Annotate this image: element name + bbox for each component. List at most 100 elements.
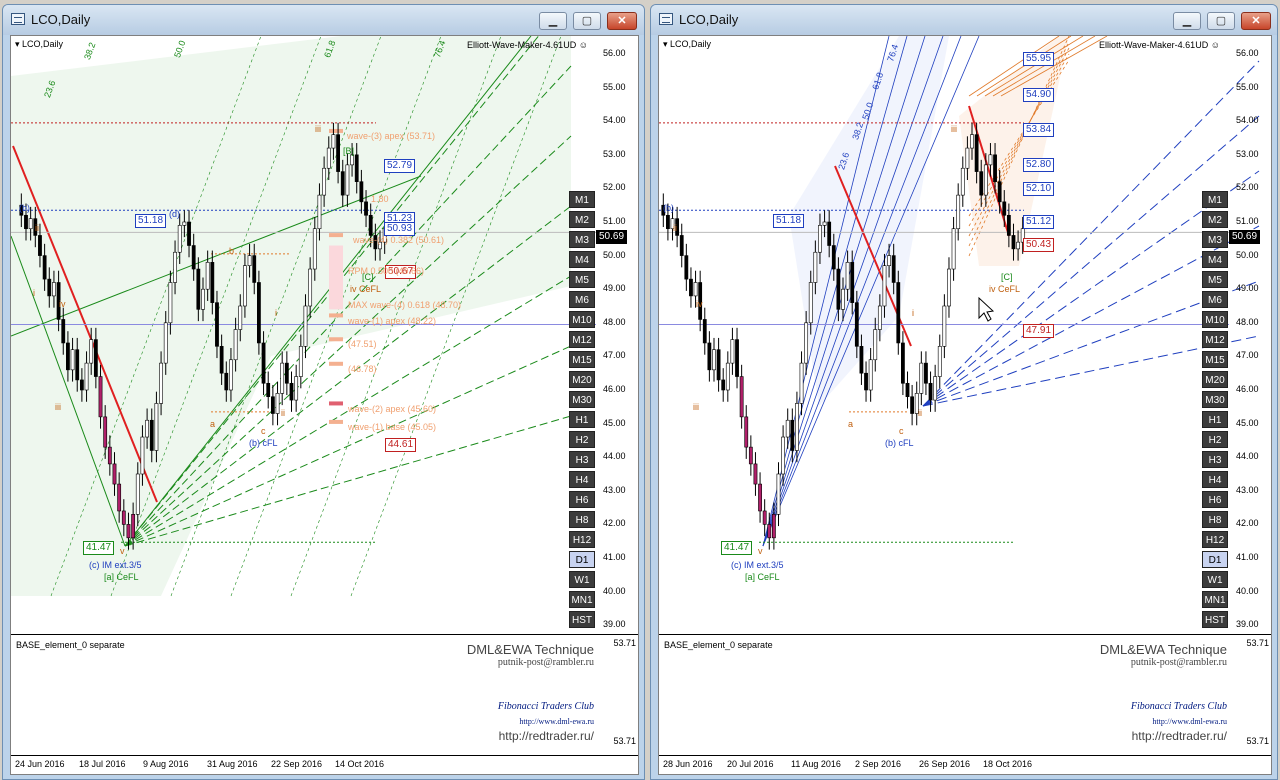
timeframe-button-m30[interactable]: M30 xyxy=(1202,391,1228,408)
timeframe-button-h1[interactable]: H1 xyxy=(1202,411,1228,428)
candle-body xyxy=(229,359,233,391)
price-chart-canvas[interactable] xyxy=(11,36,638,774)
redtrader-url-link[interactable]: http://redtrader.ru/ xyxy=(498,729,594,743)
price-scale-tick: 56.00 xyxy=(603,48,626,58)
timeframe-button-m4[interactable]: M4 xyxy=(569,251,595,268)
timeframe-button-hst[interactable]: HST xyxy=(1202,611,1228,628)
close-button[interactable]: ✕ xyxy=(1241,12,1271,30)
minimize-button[interactable]: ▁ xyxy=(539,12,567,30)
date-tick: 18 Jul 2016 xyxy=(79,759,126,769)
timeframe-button-m20[interactable]: M20 xyxy=(1202,371,1228,388)
maximize-button[interactable]: ▢ xyxy=(1207,12,1235,30)
wave-c-label: c xyxy=(899,426,904,436)
timeframe-button-h3[interactable]: H3 xyxy=(1202,451,1228,468)
timeframe-button-m2[interactable]: M2 xyxy=(1202,211,1228,228)
price-scale-tick: 56.00 xyxy=(1236,48,1259,58)
timeframe-button-mn1[interactable]: MN1 xyxy=(569,591,595,608)
timeframe-button-m20[interactable]: M20 xyxy=(569,371,595,388)
price-scale-tick: 52.00 xyxy=(1236,182,1259,193)
candle-body xyxy=(942,305,947,347)
wave-iv-label: iv xyxy=(696,299,703,309)
timeframe-button-m4[interactable]: M4 xyxy=(1202,251,1228,268)
chart-window-right[interactable]: LCO,Daily ▁ ▢ ✕ ▾ LCO,Daily Elliott-Wave… xyxy=(650,4,1278,780)
wave-ii-second-label: ii xyxy=(918,408,922,418)
maximize-button[interactable]: ▢ xyxy=(573,12,601,30)
price-scale-tick: 43.00 xyxy=(603,484,626,495)
candle-body xyxy=(117,483,122,512)
indicator-text: Elliott-Wave-Maker-4.61UD xyxy=(467,40,577,50)
price-scale-tick: 54.00 xyxy=(1236,115,1259,126)
timeframe-button-h6[interactable]: H6 xyxy=(569,491,595,508)
timeframe-button-m2[interactable]: M2 xyxy=(569,211,595,228)
timeframe-button-m15[interactable]: M15 xyxy=(569,351,595,368)
candle-body xyxy=(725,362,730,391)
timeframe-button-m10[interactable]: M10 xyxy=(1202,311,1228,328)
candle-body xyxy=(905,382,910,398)
timeframe-button-m6[interactable]: M6 xyxy=(1202,291,1228,308)
candle-body xyxy=(689,278,693,297)
window-titlebar[interactable]: LCO,Daily ▁ ▢ ✕ xyxy=(3,5,644,35)
timeframe-button-h6[interactable]: H6 xyxy=(1202,491,1228,508)
wave-i-label: i xyxy=(33,288,35,298)
timeframe-button-m12[interactable]: M12 xyxy=(1202,331,1228,348)
candle-body xyxy=(831,245,836,270)
price-scale-tick: 46.00 xyxy=(603,384,626,394)
redtrader-url-link[interactable]: http://redtrader.ru/ xyxy=(1131,729,1227,743)
timeframe-button-m30[interactable]: M30 xyxy=(569,391,595,408)
timeframe-button-m1[interactable]: M1 xyxy=(569,191,595,208)
candle-body xyxy=(753,463,758,485)
timeframe-button-hst[interactable]: HST xyxy=(569,611,595,628)
candle-body xyxy=(790,419,795,451)
timeframe-button-m5[interactable]: M5 xyxy=(569,271,595,288)
timeframe-button-mn1[interactable]: MN1 xyxy=(1202,591,1228,608)
wave-iv-cefl-label: iv CeFL xyxy=(989,284,1021,294)
chart-window-left[interactable]: LCO,Daily ▁ ▢ ✕ ▾ LCO,Daily Elliott-Wave… xyxy=(2,4,645,780)
low-41-47-tag: 41.47 xyxy=(83,541,115,555)
timeframe-button-h2[interactable]: H2 xyxy=(569,431,595,448)
candle-body xyxy=(928,382,933,401)
subwindow-scale-bottom: 53.71 xyxy=(1246,736,1269,746)
candle-body xyxy=(735,339,739,377)
dml-url-link[interactable]: http://www.dml-ewa.ru xyxy=(519,717,594,726)
wave-b-label: (b) xyxy=(19,203,30,213)
timeframe-button-m5[interactable]: M5 xyxy=(1202,271,1228,288)
timeframe-button-m12[interactable]: M12 xyxy=(569,331,595,348)
timeframe-button-h4[interactable]: H4 xyxy=(1202,471,1228,488)
timeframe-button-h1[interactable]: H1 xyxy=(569,411,595,428)
close-button[interactable]: ✕ xyxy=(607,12,637,30)
timeframe-button-d1[interactable]: D1 xyxy=(569,551,595,568)
candle-body xyxy=(126,524,131,539)
candle-body xyxy=(799,362,804,404)
minimize-button[interactable]: ▁ xyxy=(1173,12,1201,30)
chart-client-area[interactable]: ▾ LCO,Daily Elliott-Wave-Maker-4.61UD ☺ … xyxy=(658,35,1272,775)
candle-body xyxy=(56,282,61,320)
price-chart-canvas[interactable] xyxy=(659,36,1271,774)
timeframe-button-m1[interactable]: M1 xyxy=(1202,191,1228,208)
timeframe-button-w1[interactable]: W1 xyxy=(1202,571,1228,588)
window-titlebar[interactable]: LCO,Daily ▁ ▢ ✕ xyxy=(651,5,1277,35)
timeframe-button-h4[interactable]: H4 xyxy=(569,471,595,488)
timeframe-button-h8[interactable]: H8 xyxy=(1202,511,1228,528)
candle-body xyxy=(66,342,70,371)
timeframe-button-h12[interactable]: H12 xyxy=(1202,531,1228,548)
price-scale-tick: 40.00 xyxy=(603,585,626,596)
timeframe-button-h8[interactable]: H8 xyxy=(569,511,595,528)
candle-body xyxy=(98,376,103,418)
level-51-18-tag: 51.18 xyxy=(135,214,167,228)
timeframe-button-h2[interactable]: H2 xyxy=(1202,431,1228,448)
price-tag-54-90: 54.90 xyxy=(1023,88,1055,102)
timeframe-button-d1[interactable]: D1 xyxy=(1202,551,1228,568)
timeframe-button-m10[interactable]: M10 xyxy=(569,311,595,328)
fib-orange-line xyxy=(992,36,1096,97)
timeframe-button-m3[interactable]: M3 xyxy=(1202,231,1228,248)
timeframe-button-h12[interactable]: H12 xyxy=(569,531,595,548)
timeframe-button-m3[interactable]: M3 xyxy=(569,231,595,248)
candle-body xyxy=(891,255,896,283)
candle-body xyxy=(836,268,841,310)
timeframe-button-m15[interactable]: M15 xyxy=(1202,351,1228,368)
timeframe-button-w1[interactable]: W1 xyxy=(569,571,595,588)
timeframe-button-h3[interactable]: H3 xyxy=(569,451,595,468)
dml-url-link[interactable]: http://www.dml-ewa.ru xyxy=(1152,717,1227,726)
chart-client-area[interactable]: ▾ LCO,Daily Elliott-Wave-Maker-4.61UD ☺ … xyxy=(10,35,639,775)
timeframe-button-m6[interactable]: M6 xyxy=(569,291,595,308)
